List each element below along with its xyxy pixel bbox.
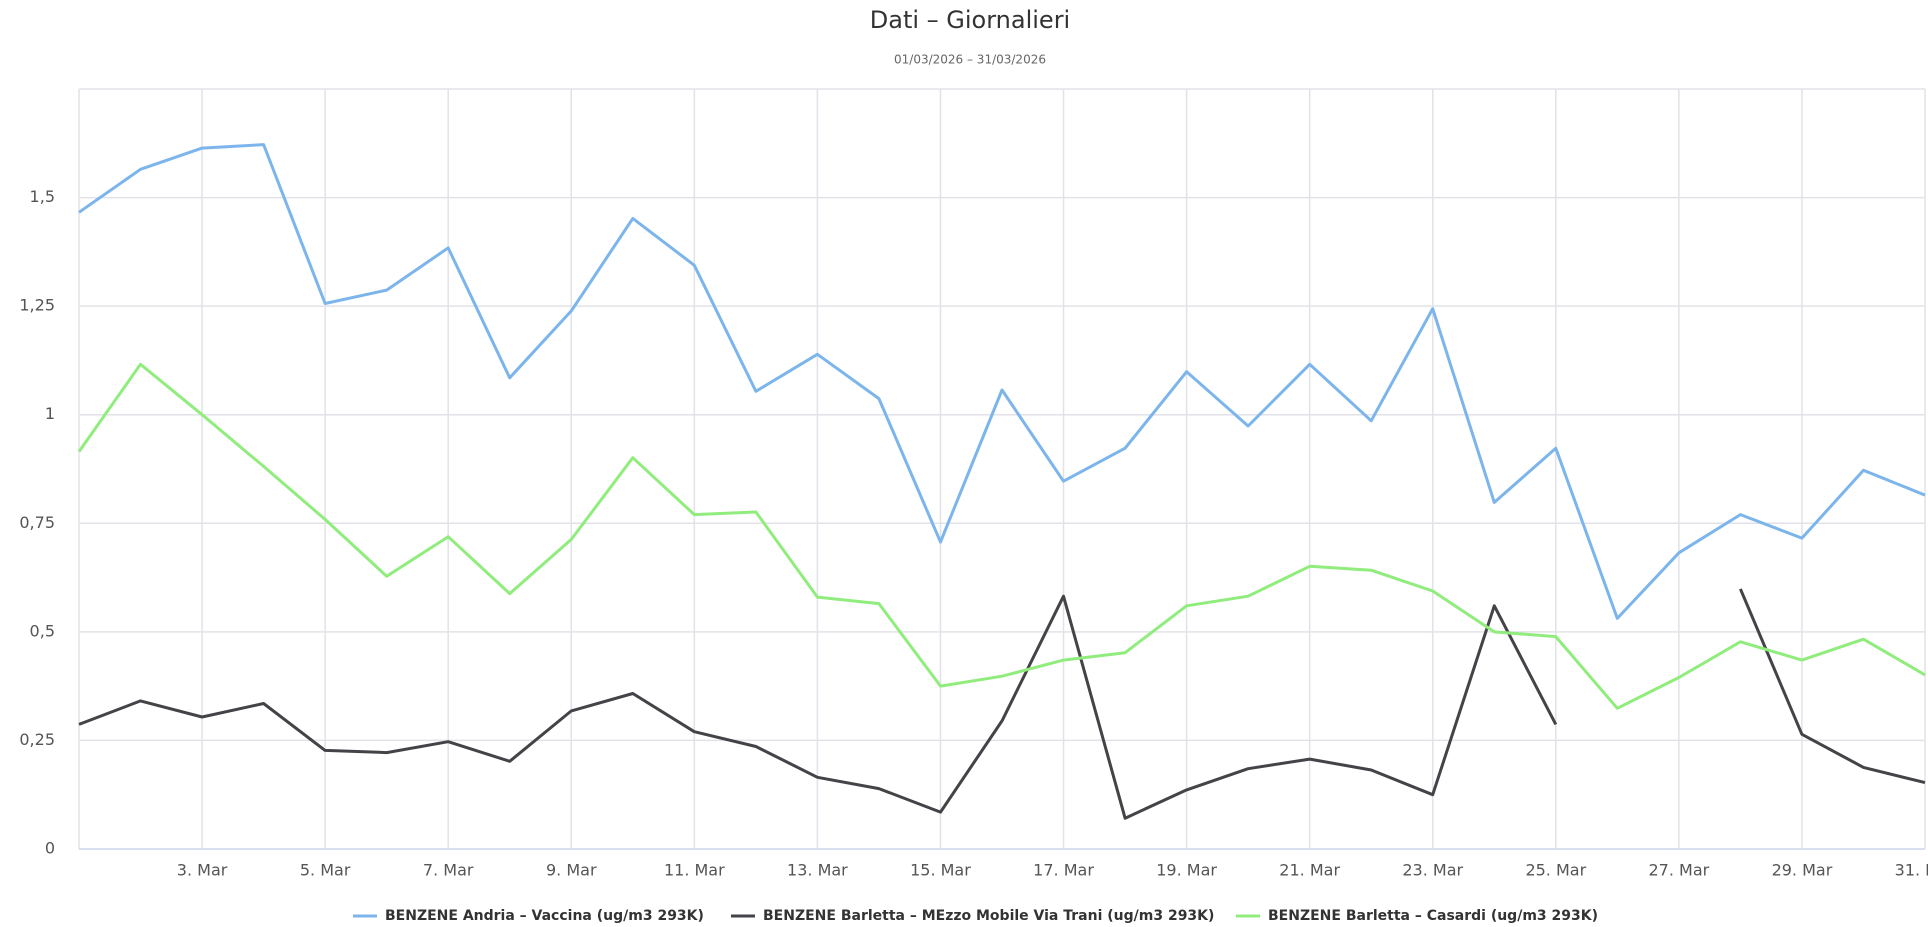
y-tick-label: 0,25: [19, 730, 55, 749]
x-tick-label: 13. Mar: [787, 861, 848, 880]
series-line: [78, 143, 1926, 620]
x-tick-label: 5. Mar: [300, 861, 351, 880]
x-tick-label: 7. Mar: [423, 861, 474, 880]
x-tick-label: 15. Mar: [910, 861, 971, 880]
x-tick-label: 11. Mar: [664, 861, 725, 880]
legend-label[interactable]: BENZENE Barletta – Casardi (ug/m3 293K): [1268, 908, 1598, 924]
y-tick-label: 1: [45, 404, 55, 423]
y-tick-label: 0,5: [30, 621, 55, 640]
series-line: [78, 588, 1926, 820]
x-tick-label: 31. Mar: [1895, 861, 1928, 880]
legend-label[interactable]: BENZENE Barletta – MEzzo Mobile Via Tran…: [763, 908, 1214, 924]
x-tick-label: 25. Mar: [1525, 861, 1586, 880]
x-tick-label: 19. Mar: [1156, 861, 1217, 880]
y-tick-label: 1,25: [19, 296, 55, 315]
x-tick-label: 21. Mar: [1279, 861, 1340, 880]
x-tick-label: 23. Mar: [1402, 861, 1463, 880]
x-tick-label: 3. Mar: [177, 861, 228, 880]
y-tick-label: 1,5: [30, 187, 55, 206]
x-tick-label: 9. Mar: [546, 861, 597, 880]
chart-title: Dati – Giornalieri: [870, 6, 1070, 34]
x-tick-label: 29. Mar: [1772, 861, 1833, 880]
y-tick-label: 0: [45, 839, 55, 858]
chart-subtitle: 01/03/2026 – 31/03/2026: [894, 53, 1046, 67]
x-tick-label: 17. Mar: [1033, 861, 1094, 880]
x-tick-label: 27. Mar: [1649, 861, 1710, 880]
legend-label[interactable]: BENZENE Andria – Vaccina (ug/m3 293K): [385, 908, 704, 924]
y-tick-label: 0,75: [19, 513, 55, 532]
series-line: [77, 362, 1926, 710]
